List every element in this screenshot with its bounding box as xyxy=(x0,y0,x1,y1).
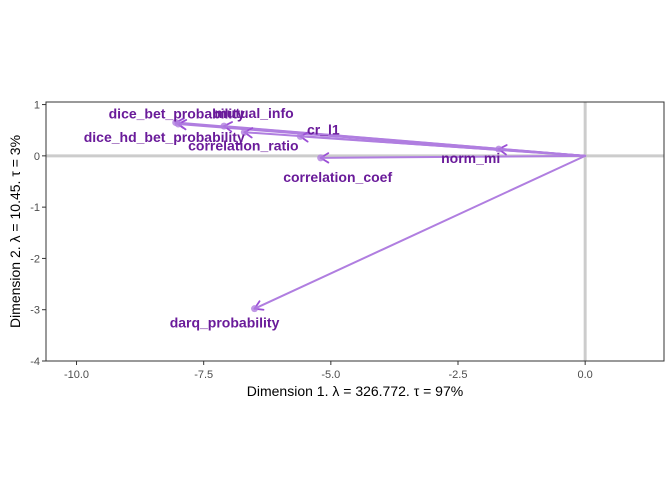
plot-panel-border xyxy=(45,101,665,362)
data-point xyxy=(220,122,228,130)
point-label: norm_mi xyxy=(441,150,500,166)
point-label: correlation_ratio xyxy=(188,137,298,153)
point-label: dice_bet_probability xyxy=(109,106,245,122)
point-label: dice_hd_bet_probability xyxy=(84,129,245,145)
arrow-line xyxy=(497,148,587,157)
x-tick-label: -7.5 xyxy=(194,369,213,381)
points-layer xyxy=(172,119,503,313)
labels-layer: dice_bet_probability dice_hd_bet_probabil… xyxy=(84,105,501,331)
x-tick-label: -10.0 xyxy=(64,369,89,381)
y-tick-label: -4 xyxy=(30,356,40,368)
x-axis-title: Dimension 1. λ = 326.772. τ = 97% xyxy=(247,383,463,399)
point-label: darq_probability xyxy=(170,315,280,331)
y-axis-title: Dimension 2. λ = 10.45. τ = 3% xyxy=(7,135,23,328)
x-tick-label: -2.5 xyxy=(449,369,468,381)
x-tick-label: 0.0 xyxy=(578,369,593,381)
y-axis: 1 0 -1 -2 -3 -4 xyxy=(30,100,46,368)
y-tick-label: 1 xyxy=(34,100,40,112)
y-tick-label: -3 xyxy=(30,305,40,317)
x-tick-label: -5.0 xyxy=(321,369,340,381)
x-axis: -10.0 -7.5 -5.0 -2.5 0.0 xyxy=(64,361,593,381)
point-label: correlation_coef xyxy=(283,169,392,185)
point-label: mutual_info xyxy=(214,105,293,121)
arrow-line xyxy=(319,154,587,159)
y-tick-label: 0 xyxy=(34,151,40,163)
data-point xyxy=(240,128,248,136)
data-point xyxy=(251,305,259,313)
y-tick-label: -1 xyxy=(30,202,40,214)
data-point xyxy=(317,154,325,162)
arrow-line xyxy=(253,154,587,310)
arrows-layer xyxy=(174,117,587,311)
point-label: cr_l1 xyxy=(307,121,340,137)
data-point xyxy=(296,132,304,140)
data-point xyxy=(174,120,182,128)
y-tick-label: -2 xyxy=(30,253,40,265)
data-point xyxy=(495,145,503,153)
